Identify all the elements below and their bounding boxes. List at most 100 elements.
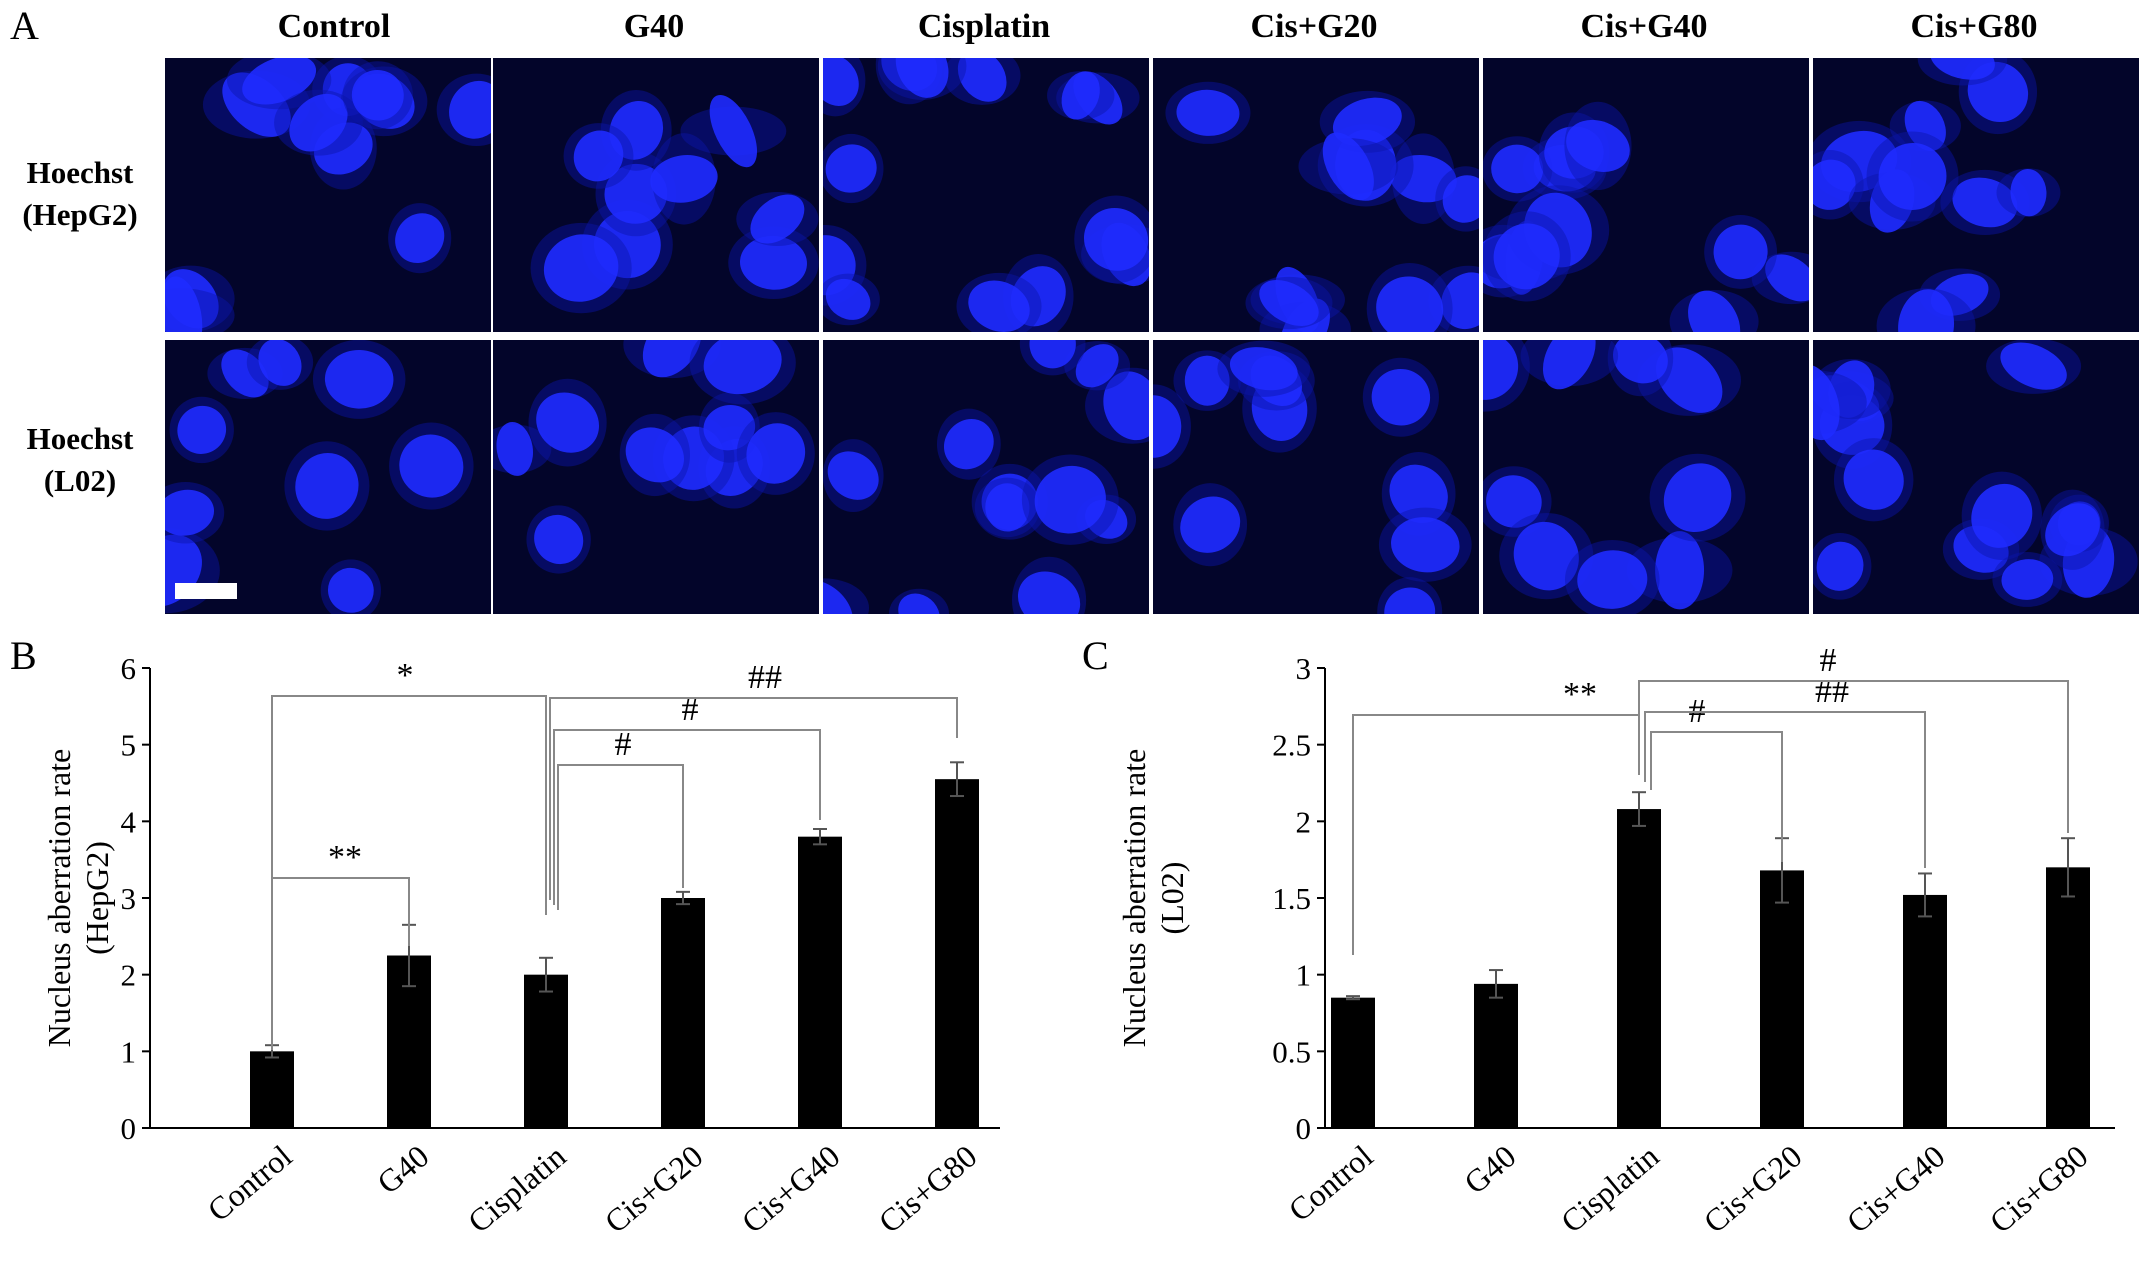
micrograph-image <box>1813 58 2139 332</box>
significance-label: ** <box>1563 676 1597 713</box>
panel-a-letter: A <box>10 3 39 48</box>
nucleus <box>1029 340 1076 369</box>
nucleus <box>642 340 702 378</box>
nucleus <box>242 58 317 105</box>
x-tick-label: G40 <box>1457 1138 1522 1201</box>
row-label-hepg2: Hoechst (HepG2) <box>0 152 160 236</box>
x-tick-label: Cisplatin <box>1554 1138 1666 1240</box>
nucleus <box>1153 395 1182 458</box>
micrograph-image <box>493 58 819 332</box>
nucleus <box>1332 97 1402 146</box>
significance-bracket: ** <box>1352 676 1640 955</box>
nucleus <box>1493 223 1560 290</box>
nucleus <box>1441 272 1479 330</box>
bar-cisplatin <box>1617 809 1661 1128</box>
nucleus <box>1491 144 1544 194</box>
nucleus <box>746 423 806 484</box>
y-tick-label: 6 <box>121 651 137 686</box>
nucleus <box>536 392 600 453</box>
nucleus <box>1613 340 1668 384</box>
nucleus <box>739 235 807 290</box>
nucleus <box>823 58 859 106</box>
nucleus <box>609 100 664 160</box>
nucleus <box>1513 521 1579 591</box>
nucleus <box>1376 276 1444 332</box>
y-tick-label: 0 <box>1296 1111 1312 1146</box>
x-tick-label: G40 <box>370 1138 435 1201</box>
bar-control <box>250 1051 294 1128</box>
nucleus <box>827 451 879 500</box>
bar-cis-g40 <box>798 836 842 1128</box>
nucleus <box>1878 143 1947 210</box>
nucleus <box>1034 465 1106 534</box>
y-tick-label: 1 <box>121 1034 137 1069</box>
nucleus <box>221 349 269 398</box>
nucleus <box>1577 550 1648 609</box>
bar-cis-g80 <box>935 779 979 1128</box>
row-label-l02-line1: Hoechst <box>26 421 134 456</box>
nucleus <box>895 58 949 98</box>
y-tick-label: 1.5 <box>1272 881 1311 916</box>
nucleus <box>1442 175 1479 223</box>
nucleus <box>1103 371 1149 441</box>
column-label-cisplatin: Cisplatin <box>917 8 1051 45</box>
micrograph-image <box>165 58 491 332</box>
x-tick-label: Cis+G20 <box>598 1138 710 1240</box>
micrograph-image <box>1153 340 1479 614</box>
nucleus <box>1229 347 1298 391</box>
nucleus <box>534 514 584 565</box>
bar-cis-g20 <box>1760 870 1804 1128</box>
y-tick-label: 4 <box>121 804 137 839</box>
nucleus <box>1663 463 1732 533</box>
nucleus <box>1655 531 1705 610</box>
nucleus <box>395 213 445 263</box>
nucleus <box>750 194 805 244</box>
bar-control <box>1331 997 1375 1128</box>
nucleus <box>2000 342 2067 390</box>
significance-bracket: # <box>1650 693 1783 862</box>
column-label-cis-g20: Cis+G20 <box>1250 8 1378 45</box>
nucleus <box>898 593 940 614</box>
nucleus <box>1765 254 1809 302</box>
micrograph-l02-6 <box>1813 340 2139 614</box>
nucleus <box>1566 119 1630 172</box>
bar-g40 <box>1474 983 1518 1128</box>
column-label-control: Control <box>277 8 391 45</box>
significance-label: # <box>682 691 699 728</box>
y-axis-label-subtitle: (L02) <box>1154 862 1190 935</box>
micrograph-image <box>1483 58 1809 332</box>
y-tick-label: 2.5 <box>1272 728 1311 763</box>
significance-bracket: ## <box>549 659 958 900</box>
nucleus <box>1017 571 1081 614</box>
significance-bracket: * <box>271 657 547 1045</box>
panel-b-letter: B <box>10 633 37 678</box>
significance-label: # <box>615 726 632 763</box>
nucleus <box>399 434 464 498</box>
micrograph-image <box>1483 340 1809 614</box>
significance-label: ## <box>1815 673 1849 710</box>
nucleus <box>1930 58 1995 80</box>
y-tick-label: 3 <box>121 881 137 916</box>
y-tick-label: 0.5 <box>1272 1034 1311 1069</box>
micrograph-l02-1 <box>165 340 491 614</box>
nucleus <box>258 340 302 386</box>
nucleus <box>625 427 685 483</box>
nucleus <box>1952 177 2018 228</box>
column-label-cis-g80: Cis+G80 <box>1910 8 2038 45</box>
nucleus <box>1390 154 1457 203</box>
nucleus <box>543 234 619 302</box>
nucleus <box>327 567 374 613</box>
nucleus <box>1486 475 1542 528</box>
significance-label: * <box>397 657 414 694</box>
x-tick-label: Cisplatin <box>461 1138 573 1240</box>
micrograph-l02-3 <box>823 340 1149 614</box>
nucleus <box>1389 464 1448 524</box>
row-label-l02: Hoechst (L02) <box>0 418 160 502</box>
significance-label: ## <box>748 659 782 696</box>
panel-c-letter: C <box>1082 633 1109 678</box>
nucleus <box>1843 449 1904 510</box>
micrograph-hepg2-3 <box>823 58 1149 332</box>
micrograph-image <box>165 340 491 614</box>
x-tick-label: Cis+G80 <box>1983 1138 2095 1240</box>
chart-c: Nucleus aberration rate (L02) 0 0.5 1 1.5 2 2.5… <box>1116 642 2115 1240</box>
